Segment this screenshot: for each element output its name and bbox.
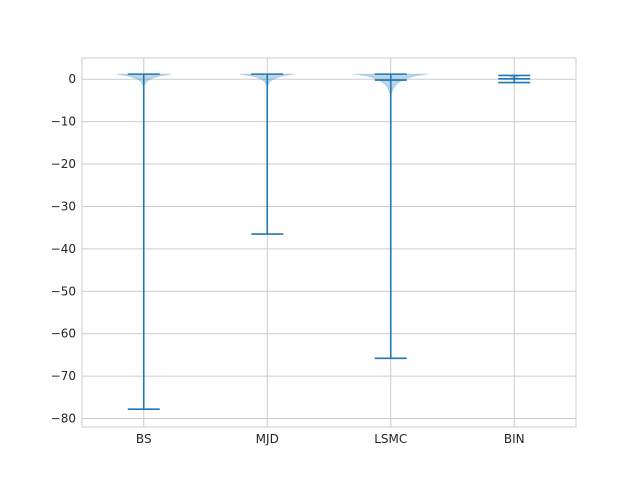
y-tick-label: −40 xyxy=(51,242,76,256)
violin-lines xyxy=(127,73,531,410)
y-tick-label: −70 xyxy=(51,369,76,383)
y-tick-label: −30 xyxy=(51,199,76,213)
y-axis-ticks: 0 −10 −20 −30 −40 −50 −60 −70 −80 xyxy=(51,72,76,425)
y-tick-label: −50 xyxy=(51,284,76,298)
x-tick-label: BIN xyxy=(504,432,525,446)
y-tick-label: −20 xyxy=(51,157,76,171)
x-axis-ticks: BS MJD LSMC BIN xyxy=(136,432,525,446)
y-tick-label: −80 xyxy=(51,412,76,426)
grid xyxy=(82,58,576,427)
x-tick-label: LSMC xyxy=(374,432,407,446)
violin-bodies xyxy=(116,73,521,94)
x-tick-label: MJD xyxy=(256,432,279,446)
plot-frame xyxy=(81,57,577,428)
y-tick-label: −60 xyxy=(51,327,76,341)
y-tick-label: −10 xyxy=(51,115,76,129)
x-tick-label: BS xyxy=(136,432,152,446)
y-tick-label: 0 xyxy=(68,72,76,86)
